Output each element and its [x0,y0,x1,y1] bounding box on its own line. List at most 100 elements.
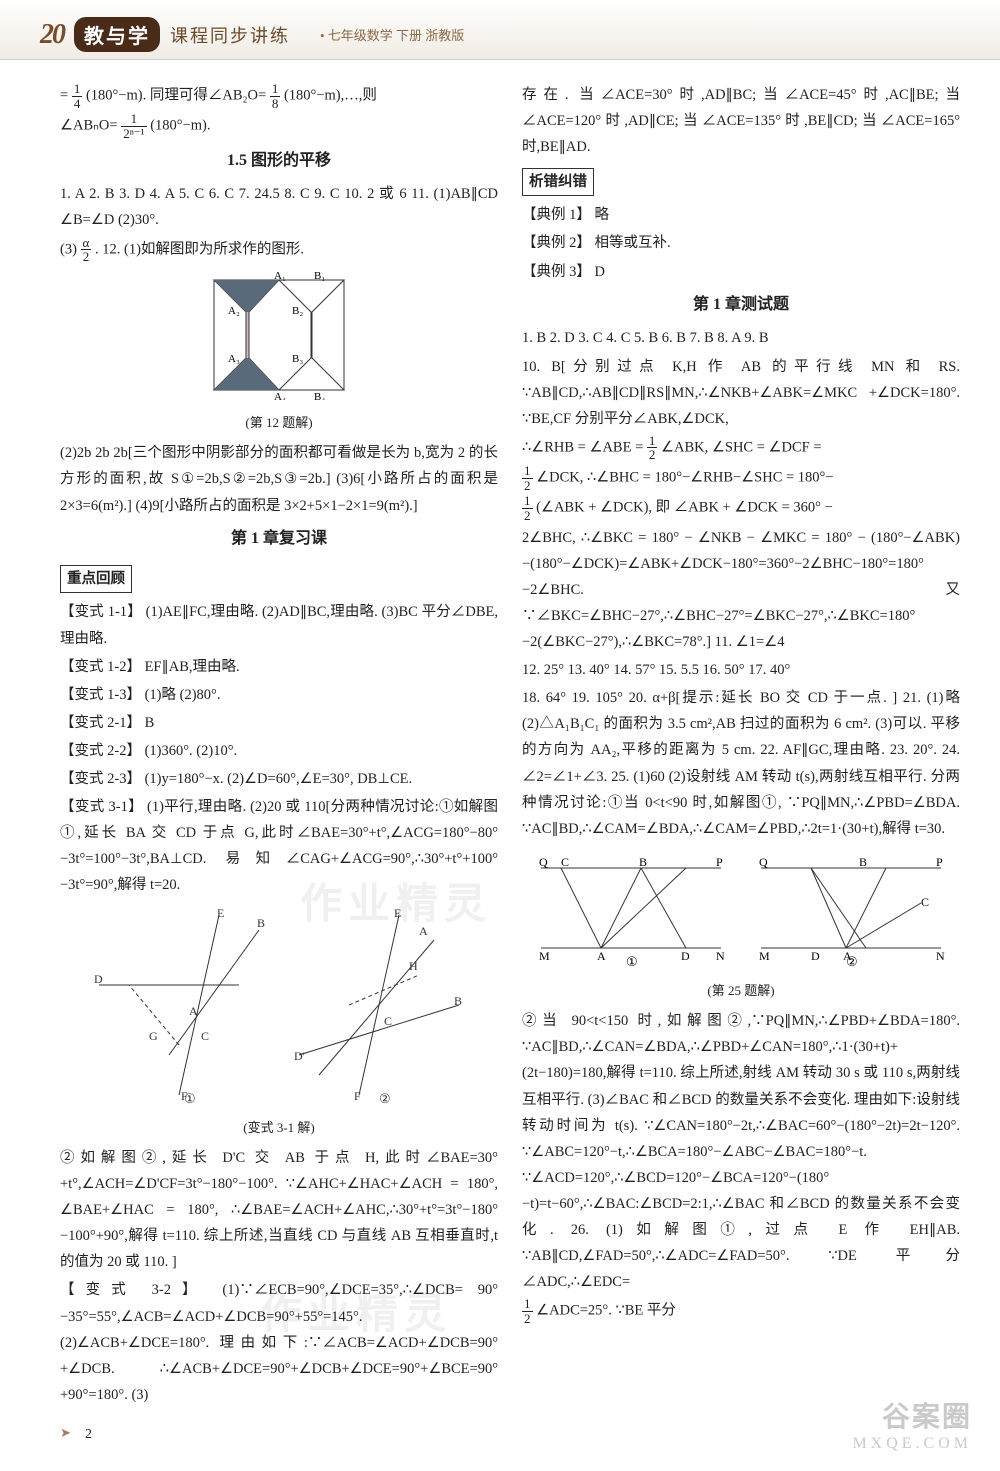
left-column: = 14 (180°−m). 同理可得∠AB₂O= 18 (180°−m),…,… [60,80,498,1410]
svg-text:G: G [149,1029,158,1043]
test-answers-h: 18. 64° 19. 105° 20. α+β[提示:延长 BO 交 CD 于… [522,685,960,842]
svg-text:②: ② [846,954,858,968]
variant-3-2: 【变式 3-2】 (1)∵∠ECB=90°,∠DCE=35°,∴∠DCB= 90… [60,1277,498,1407]
svg-text:N: N [716,949,725,963]
test-answers-i: ②当 90<t<150 时,如解图②,∵PQ∥MN,∴∠PBD+∠BDA=180… [522,1008,960,1295]
text: (∠ABK + ∠DCK), 即 ∠ABK + ∠DCK = 360° − [536,500,833,516]
svg-text:E: E [217,906,224,920]
text: = [60,87,68,103]
svg-text:A: A [597,949,606,963]
num: 1 [121,112,146,127]
text: ∠ABₙO= [60,118,118,134]
variant-2-2: 【变式 2-2】 (1)360°. (2)10°. [60,738,498,764]
svg-text:D: D [681,949,690,963]
lbl: A₄ [274,391,286,400]
box-review: 重点回顾 [60,565,132,593]
figure-12: A₁ B₁ A₂ B₂ A₃ B₃ A₄ B₄ (第 12 题解) [60,270,498,434]
num: 1 [522,494,533,509]
text: (180°−m). [150,118,210,134]
den: 2 [522,479,533,493]
num: 1 [522,1297,533,1312]
test-answers-b: 10. B[分别过点 K,H 作 AB 的平行线 MN 和 RS. ∵AB∥CD… [522,354,960,432]
lbl: B₃ [292,353,303,365]
den: 8 [270,97,281,111]
figure-12-caption: (第 12 题解) [60,411,498,434]
svg-text:B: B [639,855,647,869]
den: 4 [72,97,83,111]
text: (3) [60,241,77,257]
svg-text:C: C [384,1014,392,1028]
example-2: 【典例 2】 相等或互补. [522,230,960,256]
figure-12-svg: A₁ B₁ A₂ B₂ A₃ B₃ A₄ B₄ [184,270,374,400]
figure-v31-svg: D E B A G C F ① E A H B [89,905,469,1105]
figure-v31: D E B A G C F ① E A H B [60,905,498,1139]
test-answers-c: ∴∠RHB = ∠ABE = 12 ∠ABK, ∠SHC = ∠DCF = [522,434,960,462]
variant-2-3: 【变式 2-3】 (1)y=180°−x. (2)∠D=60°,∠E=30°, … [60,766,498,792]
watermark-sub: MXQE.COM [852,1435,972,1453]
svg-text:C: C [201,1029,209,1043]
svg-text:D: D [94,972,103,986]
lbl: A₁ [274,270,286,282]
num: 1 [522,464,533,479]
text: ∠ABK, ∠SHC = ∠DCF = [661,439,822,455]
frac-half-2: 12 [522,464,533,492]
svg-text:D: D [811,949,820,963]
variant-1-3: 【变式 1-3】 (1)略 (2)80°. [60,682,498,708]
example-3: 【典例 3】 D [522,259,960,285]
variant-2-1: 【变式 2-1】 B [60,710,498,736]
svg-text:①: ① [184,1091,196,1105]
frac-alpha-2: α2 [81,236,92,264]
svg-text:②: ② [379,1091,391,1105]
den: 2 [522,509,533,523]
page-arrow-icon: ➤ [60,1425,71,1441]
text: (180°−m),…,则 [284,87,377,103]
left-line2: ∠ABₙO= 12ⁿ⁻¹ (180°−m). [60,112,498,140]
content-columns: = 14 (180°−m). 同理可得∠AB₂O= 18 (180°−m),…,… [0,60,1000,1420]
test-answers-j: 12 ∠ADC=25°. ∵BE 平分 [522,1297,960,1325]
header-title: 课程同步讲练 [170,22,290,48]
frac-half-1: 12 [647,434,658,462]
frac-half-4: 12 [522,1297,533,1325]
text: ∴∠RHB = ∠ABE = [522,439,647,455]
figure-25-svg: Q C B P M A D N ① Q B [531,848,951,968]
page-header: 20 教与学 课程同步讲练 • 七年级数学 下册 浙教版 [0,0,1000,60]
right-para-top: 存在. 当∠ACE=30°时,AD∥BC;当∠ACE=45°时,AC∥BE;当∠… [522,82,960,160]
test-title: 第 1 章测试题 [522,291,960,320]
test-answers-f: 2∠BHC, ∴∠BKC = 180° − ∠NKB − ∠MKC = 180°… [522,525,960,655]
text: ∠DCK, ∴∠BHC = 180°−∠RHB−∠SHC = 180°− [536,470,833,486]
num: 1 [270,82,281,97]
watermark: 谷案圈 MXQE.COM [852,1402,972,1453]
test-answers-d: 12 ∠DCK, ∴∠BHC = 180°−∠RHB−∠SHC = 180°− [522,464,960,492]
svg-text:P: P [716,855,723,869]
figure-25: Q C B P M A D N ① Q B [522,848,960,1002]
page-number: 2 [85,1427,92,1443]
section-1-5-title: 1.5 图形的平移 [60,147,498,176]
variant-3-1: 【变式 3-1】 (1)平行,理由略. (2)20 或 110[分两种情况讨论:… [60,794,498,898]
svg-text:B: B [257,916,265,930]
svg-text:E: E [394,906,401,920]
example-1: 【典例 1】 略 [522,202,960,228]
den: 2 [81,250,92,264]
svg-text:C: C [921,895,929,909]
section-1-5-answers: 1. A 2. B 3. D 4. A 5. C 6. C 7. 24.5 8.… [60,181,498,233]
svg-text:A: A [189,1004,198,1018]
test-answers-a: 1. B 2. D 3. C 4. C 5. B 6. B 7. B 8. A … [522,325,960,351]
lbl: A₃ [228,353,240,365]
test-answers-g: 12. 25° 13. 40° 14. 57° 15. 5.5 16. 50° … [522,657,960,683]
header-subtitle: • 七年级数学 下册 浙教版 [320,25,464,44]
para-2b: (2)2b 2b 2b[三个图形中阴影部分的面积都可看做是长为 b,宽为 2 的… [60,440,498,518]
lbl: B₄ [314,391,325,400]
test-answers-e: 12 (∠ABK + ∠DCK), 即 ∠ABK + ∠DCK = 360° − [522,494,960,522]
header-badge: 教与学 [74,17,160,52]
frac-1-4: 14 [72,82,83,110]
text: . 12. (1)如解图即为所求作的图形. [95,241,304,257]
den: 2ⁿ⁻¹ [121,127,146,141]
svg-text:C: C [561,855,569,869]
left-line1: = 14 (180°−m). 同理可得∠AB₂O= 18 (180°−m),…,… [60,82,498,110]
svg-text:M: M [539,949,550,963]
den: 2 [647,448,658,462]
num: 1 [647,434,658,449]
box-errors: 析错纠错 [522,168,594,196]
svg-text:Q: Q [539,855,548,869]
svg-text:D': D' [294,1049,305,1063]
